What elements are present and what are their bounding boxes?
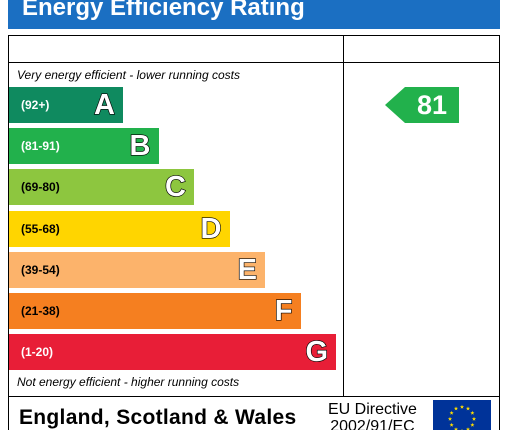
eu-star [447, 416, 453, 421]
chart-title: Energy Efficiency Rating [22, 0, 305, 21]
footer: England, Scotland & Wales EU Directive 2… [8, 396, 500, 430]
band-c-range: (69-80) [21, 180, 60, 195]
row-divider [9, 62, 499, 63]
header-bar: Energy Efficiency Rating [8, 0, 500, 29]
eu-star [471, 416, 477, 421]
band-e-range: (39-54) [21, 262, 60, 277]
column-divider [343, 36, 344, 396]
band-e: (39-54) E [9, 251, 265, 288]
band-f: (21-38) F [9, 293, 301, 329]
band-a-letter: A [93, 88, 115, 121]
band-d-letter: D [200, 212, 222, 245]
eu-directive: EU Directive 2002/91/EC [328, 401, 417, 430]
eu-star [453, 427, 459, 430]
eu-star [465, 406, 471, 411]
band-g: (1-20) G [9, 334, 336, 371]
eu-star [449, 422, 454, 427]
current-rating-value: 81 [416, 90, 448, 120]
eu-star [470, 422, 475, 427]
eu-flag-icon [433, 400, 491, 430]
eu-star [449, 410, 454, 415]
band-f-letter: F [274, 294, 293, 327]
caption-top: Very energy efficient - lower running co… [17, 68, 240, 82]
band-b-range: (81-91) [21, 139, 60, 154]
band-g-range: (1-20) [21, 345, 54, 360]
caption-bottom: Not energy efficient - higher running co… [17, 375, 240, 389]
eu-star [470, 410, 475, 415]
band-d: (55-68) D [9, 210, 230, 247]
directive-line-2: 2002/91/EC [330, 418, 415, 430]
band-a: (92+) A [9, 87, 123, 123]
band-d-range: (55-68) [21, 221, 60, 236]
band-c-letter: C [164, 171, 186, 204]
band-c: (69-80) C [9, 169, 194, 206]
eu-star [465, 427, 471, 430]
band-b-letter: B [129, 130, 151, 163]
current-rating-pointer: 81 [385, 87, 459, 123]
band-a-range: (92+) [21, 98, 50, 112]
band-f-range: (21-38) [21, 304, 60, 318]
eu-star [453, 406, 459, 411]
eu-star [459, 404, 465, 409]
band-b: (81-91) B [9, 128, 159, 165]
band-e-letter: E [237, 253, 258, 286]
chart-frame: Very energy efficient - lower running co… [8, 35, 500, 397]
band-g-letter: G [305, 336, 329, 369]
region-label: England, Scotland & Wales [19, 406, 297, 429]
pointer-arrow [385, 87, 459, 123]
directive-line-1: EU Directive [328, 401, 417, 418]
